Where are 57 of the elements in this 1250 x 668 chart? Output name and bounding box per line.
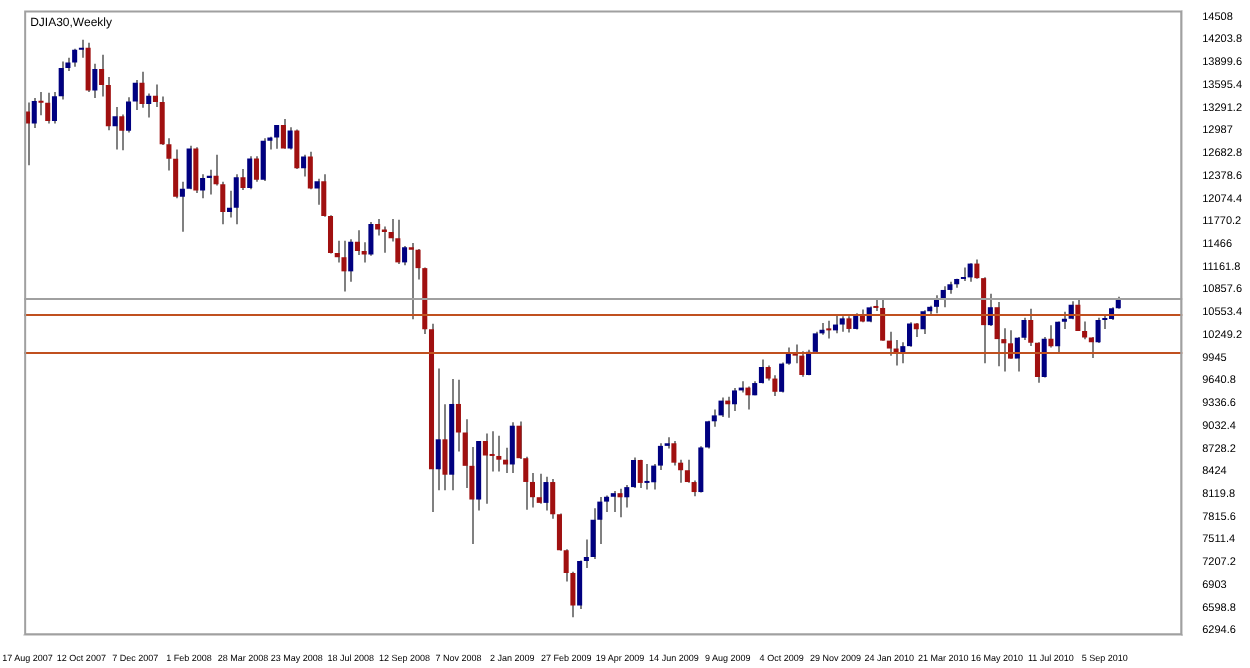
candlestick — [247, 155, 253, 191]
candlestick — [85, 41, 91, 94]
candlestick — [718, 396, 724, 419]
candlestick — [745, 385, 751, 411]
candlestick — [240, 167, 246, 191]
candlestick — [509, 421, 515, 475]
candlestick — [314, 177, 320, 206]
candlestick — [482, 432, 488, 505]
candlestick — [577, 559, 583, 611]
candlestick — [112, 105, 118, 151]
candlestick — [280, 117, 286, 150]
candlestick — [253, 155, 259, 183]
candlestick — [139, 70, 145, 109]
candlestick — [341, 239, 347, 293]
candlestick — [408, 241, 414, 321]
candlestick — [193, 146, 199, 194]
candlestick — [334, 239, 340, 264]
candlestick — [294, 128, 300, 170]
candlestick — [1055, 320, 1061, 355]
candlestick — [1048, 324, 1054, 349]
candlestick — [637, 458, 643, 490]
candlestick — [368, 221, 374, 257]
candlestick — [45, 91, 51, 125]
candlestick — [287, 126, 293, 151]
candlestick — [301, 153, 307, 178]
candlestick — [260, 137, 266, 182]
candlestick — [920, 309, 926, 336]
candlestick — [779, 361, 785, 394]
candlestick — [354, 229, 360, 256]
candlestick — [705, 419, 711, 450]
candlestick — [617, 487, 623, 519]
candlestick — [684, 458, 690, 484]
candlestick — [536, 472, 542, 505]
candlestick — [994, 300, 1000, 368]
candlestick — [886, 330, 892, 357]
candlestick — [200, 173, 206, 200]
candlestick — [731, 386, 738, 413]
candlestick — [92, 62, 98, 100]
candlestick — [799, 350, 805, 378]
candlestick — [496, 434, 502, 473]
candlestick — [38, 91, 44, 117]
candlestick — [940, 285, 946, 309]
candlestick — [671, 439, 677, 467]
candlestick — [489, 430, 495, 473]
candlestick — [644, 463, 650, 491]
candlestick — [967, 262, 973, 283]
candlestick — [610, 490, 616, 513]
candlestick — [233, 173, 239, 226]
candlestick — [307, 150, 313, 191]
candlestick — [435, 367, 441, 492]
candlestick — [119, 113, 125, 152]
candlestick — [880, 297, 886, 342]
candlestick — [543, 475, 549, 512]
candlestick — [590, 507, 596, 560]
candlestick — [146, 92, 152, 119]
candlestick — [395, 218, 401, 265]
candlestick — [402, 244, 408, 267]
